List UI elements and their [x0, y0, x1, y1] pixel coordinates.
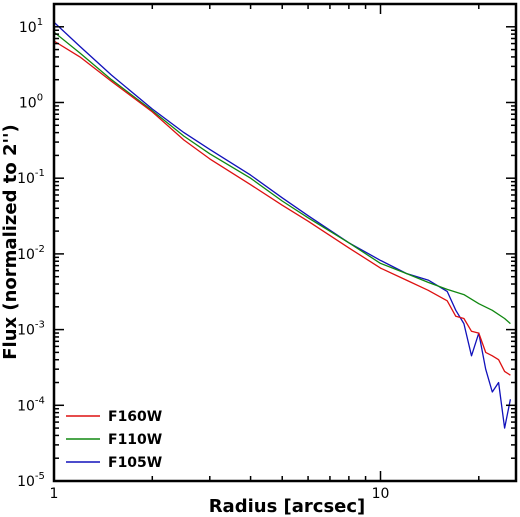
y-tick-label: 10-2	[17, 244, 45, 263]
y-tick-label: 100	[19, 92, 43, 111]
y-tick-label: 10-4	[17, 395, 45, 414]
legend-label-f110w: F110W	[108, 432, 162, 448]
legend-label-f105w: F105W	[108, 455, 162, 471]
x-tick-label: 1	[50, 486, 59, 502]
series-line-f110w	[54, 31, 511, 325]
y-axis-label: Flux (normalized to 2'')	[0, 124, 21, 360]
y-tick-label: 10-1	[17, 168, 45, 187]
series-layer	[54, 21, 512, 429]
legend-label-f160w: F160W	[108, 409, 162, 425]
y-tick-label: 101	[19, 17, 43, 36]
y-axis-ticks: 10-5 10-4 10-3 10-2 10-1 100 101	[17, 3, 516, 490]
y-tick-label: 10-5	[17, 471, 45, 490]
x-axis-ticks: 1 10	[50, 4, 480, 502]
y-tick-label: 10-3	[17, 320, 45, 339]
series-line-f105w	[54, 21, 512, 429]
series-line-f160w	[54, 40, 511, 376]
plot-frame	[52, 2, 518, 483]
x-tick-label: 10	[372, 486, 390, 502]
x-axis-label: Radius [arcsec]	[209, 496, 366, 517]
legend: F160W F110W F105W	[66, 409, 162, 471]
